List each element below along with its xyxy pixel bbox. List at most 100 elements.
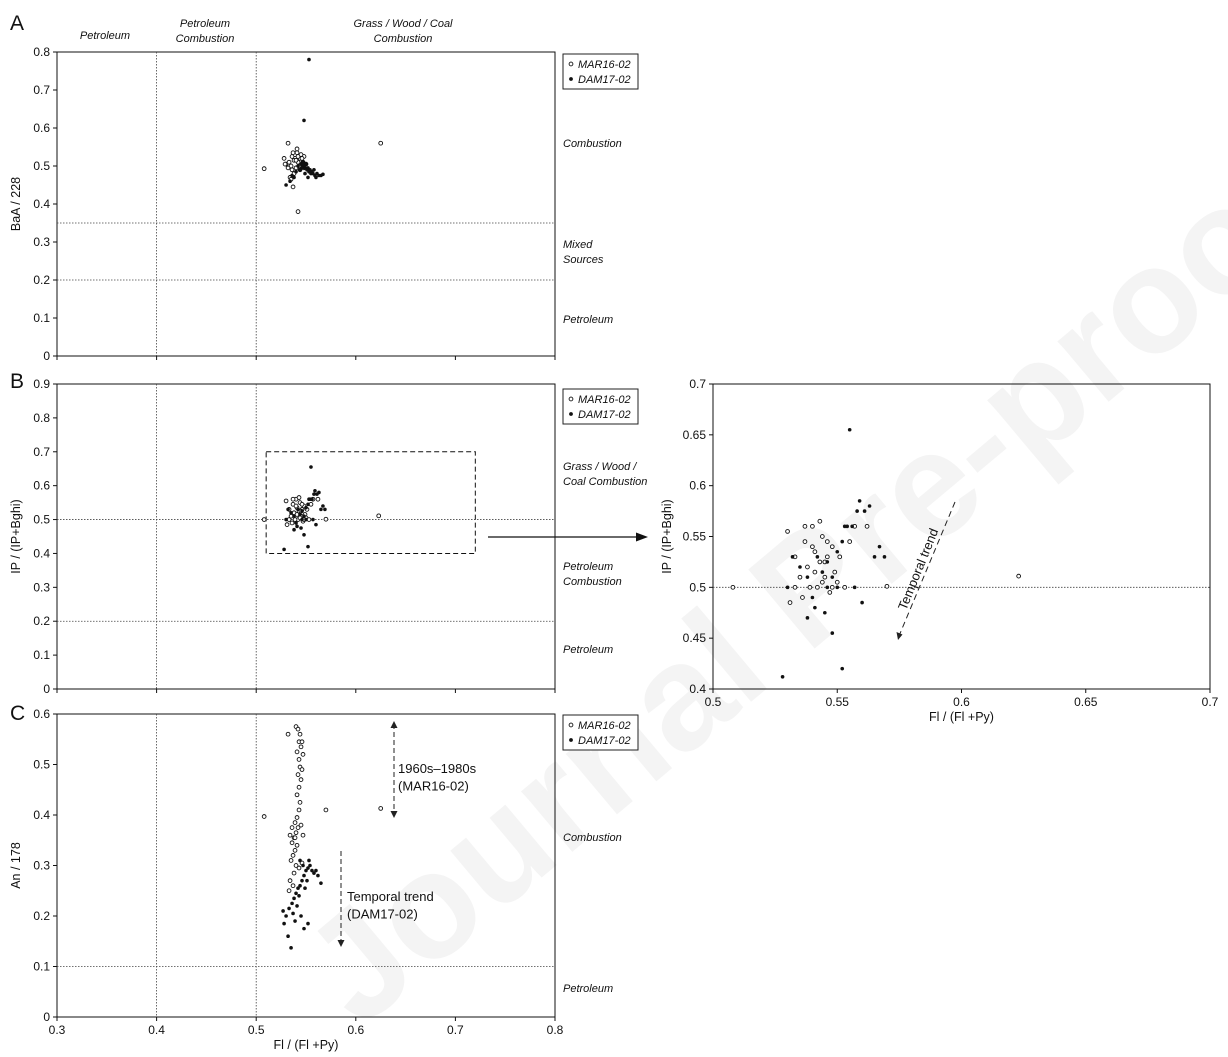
panel-a-point-dam17-02 bbox=[288, 179, 292, 183]
zoom-point-mar16-02 bbox=[797, 574, 803, 580]
panel-b-plot: 0 0.1 0.2 0.3 0.4 0.5 0.6 0.7 0.8 0.9 IP / (IP+Bgh… bbox=[9, 377, 556, 696]
panel-b-point-mar16-02 bbox=[299, 501, 305, 507]
zoom-point-mar16-02 bbox=[834, 579, 840, 585]
panel-b-point-mar16-02 bbox=[323, 516, 329, 522]
panel-c-xtick-label: 0.8 bbox=[547, 1023, 564, 1037]
panel-a-point-mar16-02 bbox=[285, 165, 291, 171]
zoom-point-dam17-02 bbox=[785, 585, 790, 590]
panel-c-point-dam17-02 bbox=[302, 873, 306, 878]
panel-b-point-dam17-02 bbox=[310, 497, 314, 502]
panel-c-point-dam17-02 bbox=[295, 904, 299, 908]
zoom-point-mar16-02 bbox=[802, 539, 808, 544]
panel-c-ytick-label: 0.2 bbox=[33, 909, 50, 923]
zoom-point-dam17-02 bbox=[825, 560, 830, 564]
panel-c-xlabel: Fl / (Fl +Py) bbox=[274, 1038, 339, 1052]
zoom-ylabel: IP / (IP+Bghi) bbox=[660, 499, 674, 573]
panel-b-point-mar16-02 bbox=[376, 513, 382, 519]
panel-c-point-mar16-02 bbox=[300, 752, 306, 757]
panel-c-xtick-label: 0.6 bbox=[347, 1023, 364, 1037]
zoom-point-dam17-02 bbox=[820, 570, 825, 574]
zoom-point-mar16-02 bbox=[847, 539, 853, 544]
panel-c-point-dam17-02 bbox=[310, 868, 314, 873]
zoom-xtick-label: 0.6 bbox=[953, 695, 970, 709]
zoom-point-dam17-02 bbox=[852, 585, 857, 590]
zoom-point-dam17-02 bbox=[810, 595, 815, 600]
panel-letter-c: C bbox=[10, 702, 25, 725]
panel-a-point-mar16-02 bbox=[295, 209, 301, 214]
panel-b-point-dam17-02 bbox=[302, 514, 306, 518]
panel-b-point-mar16-02 bbox=[292, 517, 298, 522]
panel-a-ytick-label: 0.2 bbox=[33, 273, 50, 287]
panel-c-point-dam17-02 bbox=[303, 886, 307, 891]
panel-c-point-mar16-02 bbox=[295, 825, 301, 830]
zoom-point-mar16-02 bbox=[832, 569, 838, 575]
panel-a-point-dam17-02 bbox=[296, 164, 300, 168]
panel-b-point-dam17-02 bbox=[321, 504, 325, 508]
zoom-point-dam17-02 bbox=[835, 585, 840, 590]
panel-c-point-mar16-02 bbox=[298, 744, 304, 750]
panel-c-point-mar16-02 bbox=[285, 731, 291, 737]
panel-c-point-dam17-02 bbox=[298, 858, 302, 863]
legend-b-mar: MAR16-02 bbox=[578, 394, 631, 406]
zoom-point-dam17-02 bbox=[860, 600, 864, 605]
zoom-point-mar16-02 bbox=[884, 583, 890, 589]
panel-c-point-dam17-02 bbox=[304, 868, 308, 873]
panel-c-point-mar16-02 bbox=[296, 757, 302, 762]
panel-b-ytick-label: 0 bbox=[43, 682, 50, 696]
panel-c-point-dam17-02 bbox=[296, 886, 300, 891]
zoom-point-dam17-02 bbox=[857, 499, 862, 503]
zoom-point-mar16-02 bbox=[810, 523, 815, 529]
panel-c-point-mar16-02 bbox=[296, 807, 302, 813]
panel-c-point-mar16-02 bbox=[290, 883, 296, 889]
panel-c-point-mar16-02 bbox=[288, 858, 294, 863]
panel-b-point-dam17-02 bbox=[298, 512, 302, 517]
zoom-point-mar16-02 bbox=[819, 579, 825, 585]
zoom-point-dam17-02 bbox=[862, 509, 867, 513]
panel-a-point-mar16-02 bbox=[290, 184, 296, 190]
panel-c-ylabel: An / 178 bbox=[9, 842, 23, 889]
panel-c-point-dam17-02 bbox=[319, 881, 323, 885]
panel-a-point-dam17-02 bbox=[306, 175, 310, 180]
panel-letter-a: A bbox=[10, 12, 24, 35]
zoom-ytick-label: 0.4 bbox=[689, 682, 706, 696]
zoom-point-dam17-02 bbox=[798, 565, 802, 569]
panel-b-point-dam17-02 bbox=[317, 490, 321, 495]
panel-b-region-grass-wood-coal: Grass / Wood / Coal Combustion bbox=[563, 461, 647, 488]
panel-b-ytick-label: 0.6 bbox=[33, 479, 50, 493]
panel-c-ytick-label: 0.6 bbox=[33, 707, 50, 721]
panel-c-point-mar16-02 bbox=[295, 772, 301, 777]
panel-c-point-dam17-02 bbox=[289, 946, 293, 950]
legend-b-dam: DAM17-02 bbox=[578, 409, 631, 421]
panel-b-point-dam17-02 bbox=[286, 507, 290, 512]
panel-b-ytick-label: 0.9 bbox=[33, 377, 50, 391]
panel-c-point-dam17-02 bbox=[314, 868, 318, 873]
zoom-xtick-label: 0.55 bbox=[826, 695, 850, 709]
panel-c-point-dam17-02 bbox=[291, 911, 295, 916]
panel-b-ytick-label: 0.7 bbox=[33, 445, 50, 459]
panel-c-point-mar16-02 bbox=[287, 832, 293, 838]
panel-a-point-mar16-02 bbox=[285, 140, 291, 146]
zoom-point-dam17-02 bbox=[780, 675, 785, 679]
panel-b-point-dam17-02 bbox=[314, 522, 318, 527]
panel-c-point-dam17-02 bbox=[300, 878, 304, 883]
panel-c-point-dam17-02 bbox=[301, 863, 305, 868]
annotation-temporal-trend-c: Temporal trend (DAM17-02) bbox=[337, 851, 434, 947]
zoom-point-dam17-02 bbox=[835, 549, 840, 554]
panel-a-point-mar16-02 bbox=[282, 161, 288, 167]
panel-a-point-dam17-02 bbox=[321, 172, 325, 177]
panel-c-region-combustion: Combustion bbox=[563, 832, 622, 844]
panel-c-point-mar16-02 bbox=[378, 806, 384, 811]
panel-a-plot-frame bbox=[56, 51, 556, 357]
panel-c-point-mar16-02 bbox=[289, 825, 295, 830]
panel-c-ytick-label: 0.1 bbox=[33, 960, 50, 974]
legend-panel-a: MAR16-02 DAM17-02 bbox=[562, 53, 639, 90]
zoom-ytick-label: 0.45 bbox=[683, 631, 707, 645]
zoom-ytick-label: 0.65 bbox=[683, 428, 707, 442]
panel-a-ytick-label: 0.3 bbox=[33, 235, 50, 249]
panel-b-ytick-label: 0.8 bbox=[33, 411, 50, 425]
zoom-point-dam17-02 bbox=[823, 610, 827, 615]
panel-a-region-petroleum: Petroleum bbox=[563, 314, 613, 326]
panel-c-point-dam17-02 bbox=[282, 921, 286, 926]
panel-b-point-dam17-02 bbox=[282, 547, 286, 552]
zoom-point-mar16-02 bbox=[810, 544, 815, 550]
